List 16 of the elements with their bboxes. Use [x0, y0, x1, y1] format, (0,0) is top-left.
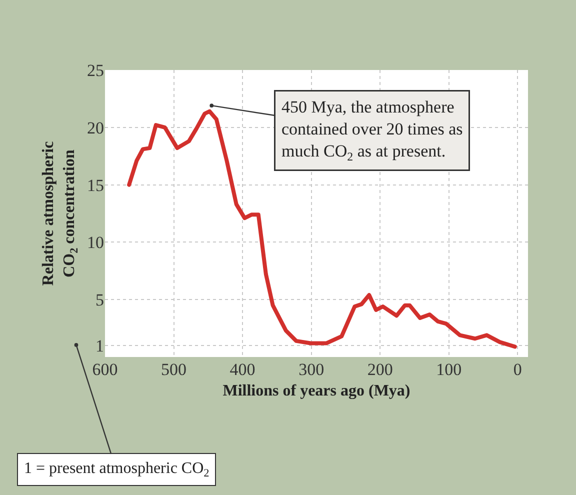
x-tick-label: 300: [298, 360, 324, 379]
x-tick-label: 100: [436, 360, 462, 379]
y-tick-label: 20: [87, 118, 104, 138]
x-tick-label: 200: [367, 360, 393, 379]
x-tick-label: 600: [92, 360, 118, 379]
x-tick-label: 500: [161, 360, 187, 379]
y-tick-label: 1: [96, 336, 104, 356]
x-axis-title: Millions of years ago (Mya): [222, 382, 410, 400]
y-tick-label: 10: [87, 233, 104, 252]
x-tick-label: 0: [513, 360, 522, 379]
y-tick-label: 5: [96, 290, 104, 310]
x-tick-label: 400: [230, 360, 256, 379]
y-tick-label: 25: [87, 60, 104, 80]
y-tick-label: 15: [87, 176, 104, 195]
text: 1 = present atmospheric CO$_{2}$: [24, 460, 210, 480]
annotation: 450 Mya, the atmosphere contained over 20 times as much CO$_{2}$ as at present.: [282, 98, 463, 164]
